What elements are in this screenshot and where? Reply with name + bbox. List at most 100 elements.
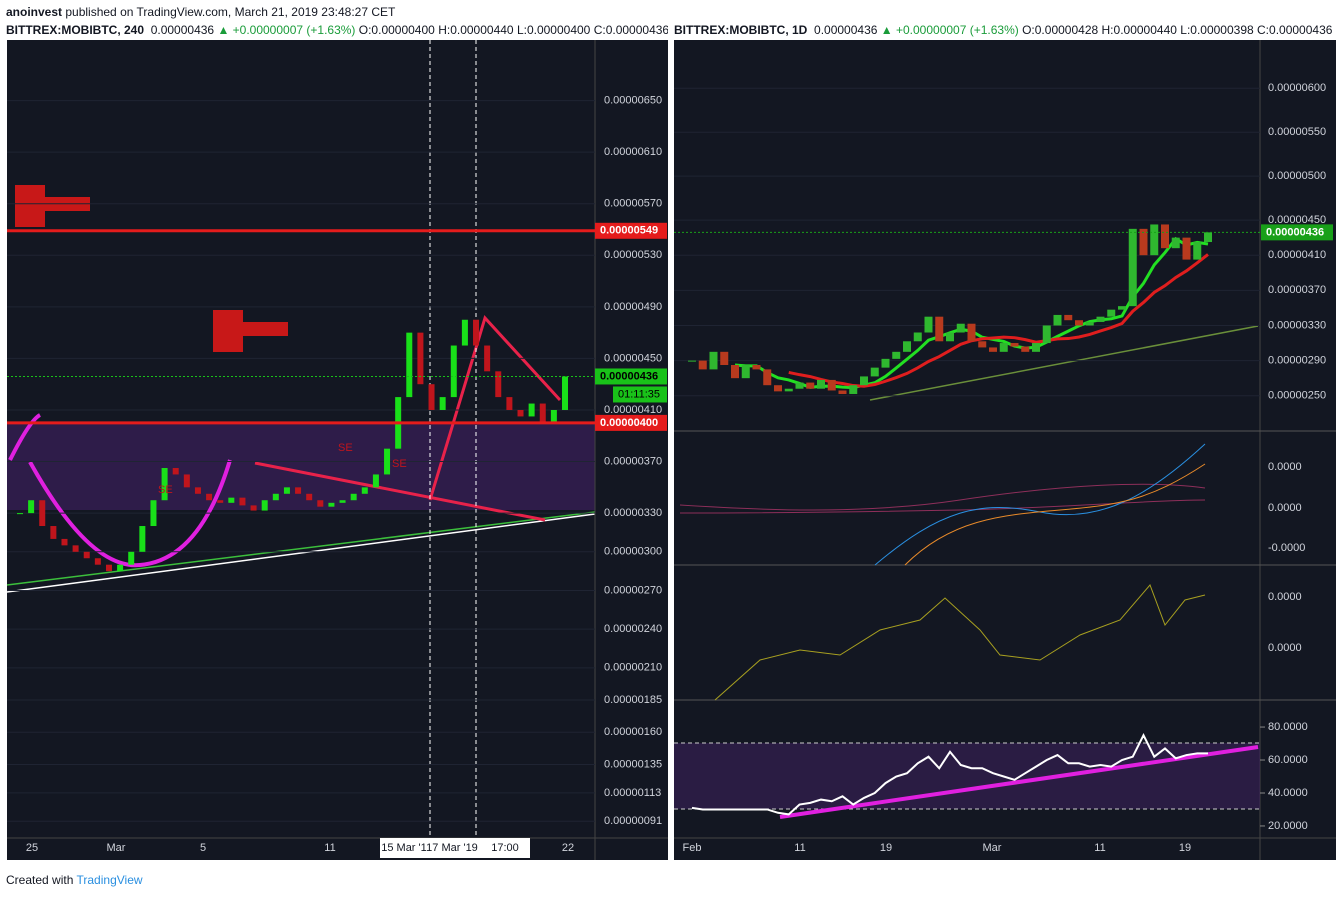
x-tick-label: 19 xyxy=(880,842,892,854)
candle xyxy=(989,347,997,352)
candle xyxy=(1042,325,1051,344)
candle xyxy=(272,493,279,501)
y-tick-label: 0.00000300 xyxy=(604,546,662,558)
publish-line: anoinvest published on TradingView.com, … xyxy=(6,5,666,19)
candle xyxy=(495,371,502,398)
y-tick-label: 0.00000490 xyxy=(604,301,662,313)
candle xyxy=(295,487,302,494)
candle xyxy=(206,493,213,501)
x-tick-label: Mar xyxy=(107,842,126,854)
candle xyxy=(228,497,235,503)
cup-pattern xyxy=(8,413,232,568)
countdown: 01:11:35 xyxy=(618,388,660,400)
crosshair-label: 15 Mar '1 xyxy=(381,842,427,854)
rsi-tick-label: 40.0000 xyxy=(1268,787,1308,799)
candle xyxy=(741,365,750,379)
candle xyxy=(967,323,976,342)
y-tick-label: 0.00000610 xyxy=(604,146,662,158)
open: O:0.00000428 xyxy=(1022,23,1099,37)
crosshair-label: 17 Mar '19 xyxy=(426,842,478,854)
candle xyxy=(838,390,847,394)
candle xyxy=(506,397,513,410)
y-tick-label: 0.00000185 xyxy=(604,694,662,706)
candle xyxy=(924,316,933,333)
candle xyxy=(913,332,922,342)
y-tick-label: 0.00000410 xyxy=(1268,249,1326,261)
candle xyxy=(39,500,46,527)
candle xyxy=(183,474,190,488)
rsi-band xyxy=(674,743,1260,809)
rsi-trendline xyxy=(779,745,1259,819)
candle xyxy=(1161,224,1169,249)
price-tag-box xyxy=(595,222,667,239)
y-tick-label: 0.00000650 xyxy=(604,94,662,106)
candle xyxy=(1128,228,1137,307)
candle xyxy=(1204,232,1212,243)
crosshair-box xyxy=(380,838,530,858)
pattern-marker: SE xyxy=(158,484,173,496)
change: ▲ +0.00000007 (+1.63%) xyxy=(217,23,356,37)
y-tick-label: 0.00000091 xyxy=(604,815,662,827)
candle xyxy=(870,367,879,377)
candle xyxy=(946,332,954,342)
y-tick-label: 0.00000250 xyxy=(1268,390,1326,402)
author[interactable]: anoinvest xyxy=(6,5,63,19)
price-tag: 0.00000436 xyxy=(1266,226,1324,238)
gavel-icon xyxy=(15,185,288,352)
footer: Created with TradingView xyxy=(6,873,143,887)
pattern-marker: SE xyxy=(338,442,353,454)
candle xyxy=(1085,321,1094,326)
candle xyxy=(1053,314,1062,326)
candle xyxy=(731,365,739,379)
price-tag: 0.00000436 xyxy=(600,370,658,382)
y-tick-label: 0.00000330 xyxy=(604,507,662,519)
candle xyxy=(50,526,57,539)
brand[interactable]: TradingView xyxy=(76,873,143,887)
price-tag-box xyxy=(1261,224,1333,241)
y-tick-label: 0.00000530 xyxy=(604,249,662,261)
y-tick-label: 0.00000270 xyxy=(604,584,662,596)
candle xyxy=(892,351,901,359)
rsi-tick-label: 80.0000 xyxy=(1268,721,1308,733)
right-panel xyxy=(674,40,1336,860)
right-legend: BITTREX:MOBIBTC, 1D 0.00000436 ▲ +0.0000… xyxy=(674,23,1340,37)
countdown-box xyxy=(613,386,667,403)
candle xyxy=(806,382,815,389)
candle xyxy=(417,332,424,385)
candle xyxy=(61,538,68,546)
candle xyxy=(539,403,546,423)
signal-line xyxy=(904,463,1206,566)
candle xyxy=(1032,343,1040,352)
left-legend: BITTREX:MOBIBTC, 240 0.00000436 ▲ +0.000… xyxy=(6,23,668,37)
high: H:0.00000440 xyxy=(438,23,514,37)
candle xyxy=(698,360,707,370)
y-tick-label: 0.00000550 xyxy=(1268,126,1326,138)
change: ▲ +0.00000007 (+1.63%) xyxy=(880,23,1019,37)
x-tick-label: Feb xyxy=(683,842,702,854)
candle xyxy=(361,487,368,494)
crosshair-label: 17:00 xyxy=(491,842,519,854)
candle xyxy=(763,369,772,386)
candle xyxy=(317,500,324,507)
y-tick-label: 0.00000570 xyxy=(604,198,662,210)
candle xyxy=(1193,242,1202,260)
low: L:0.00000400 xyxy=(516,23,591,37)
candle xyxy=(688,360,696,362)
candle xyxy=(17,513,23,515)
candle xyxy=(139,526,146,552)
candle xyxy=(999,343,1008,352)
price-tag-box xyxy=(595,368,667,385)
symbol: BITTREX:MOBIBTC, 1D xyxy=(674,23,808,37)
price-tag: 0.00000549 xyxy=(600,225,658,237)
x-tick-label: 11 xyxy=(794,842,805,854)
candle xyxy=(328,502,335,507)
candle xyxy=(384,448,391,475)
candle xyxy=(473,319,480,346)
y-tick-label: 0.00000113 xyxy=(604,787,661,799)
y-tick-label: 0.00000500 xyxy=(1268,170,1326,182)
candle xyxy=(450,345,457,398)
moving-average xyxy=(788,253,1209,388)
candle xyxy=(395,397,402,449)
candle xyxy=(1075,320,1083,326)
candle xyxy=(849,385,858,394)
